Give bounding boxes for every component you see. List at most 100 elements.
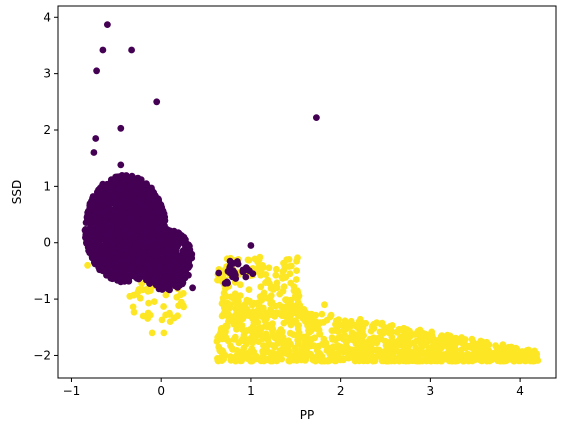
data-point-class-0	[151, 192, 159, 200]
data-point-class-1	[257, 283, 265, 291]
data-point-class-1	[515, 356, 523, 364]
data-point-class-1	[245, 286, 253, 293]
data-point-class-0	[160, 216, 168, 224]
data-point-class-1	[129, 303, 137, 311]
data-point-class-0	[92, 200, 99, 208]
data-point-class-1	[265, 264, 273, 272]
data-point-class-0	[171, 254, 179, 261]
data-point-class-1	[267, 306, 274, 313]
data-point-class-1	[285, 337, 292, 345]
data-point-class-1	[130, 308, 138, 316]
data-point-class-1	[269, 325, 277, 333]
data-point-class-0	[226, 257, 234, 265]
data-point-class-1	[305, 327, 312, 334]
data-point-class-1	[469, 338, 477, 345]
y-tick-label: 0	[43, 236, 51, 250]
data-point-class-0	[247, 242, 255, 249]
data-point-class-1	[264, 323, 272, 331]
data-point-class-0	[167, 235, 175, 243]
data-point-class-1	[84, 261, 91, 269]
data-point-class-1	[150, 298, 158, 305]
data-point-class-0	[172, 263, 180, 270]
data-point-class-0	[125, 277, 133, 285]
data-point-class-0	[178, 259, 186, 266]
data-point-class-1	[333, 342, 341, 349]
data-point-class-0	[139, 252, 147, 259]
data-point-class-1	[280, 283, 288, 290]
data-point-class-1	[283, 256, 291, 263]
data-point-class-1	[292, 308, 299, 316]
data-point-class-1	[397, 326, 404, 333]
data-point-class-1	[280, 266, 288, 274]
data-point-class-0	[164, 273, 172, 281]
data-point-class-1	[292, 276, 300, 283]
data-point-class-1	[318, 310, 326, 318]
data-point-class-1	[283, 312, 291, 319]
data-point-class-1	[273, 279, 281, 287]
data-point-class-1	[373, 339, 381, 347]
data-point-class-1	[231, 333, 239, 341]
data-point-class-1	[234, 297, 242, 305]
data-point-class-0	[92, 135, 100, 142]
data-point-class-0	[106, 194, 114, 202]
data-point-class-0	[158, 252, 166, 260]
data-point-class-1	[294, 334, 302, 341]
data-point-class-1	[236, 281, 244, 289]
data-point-class-1	[387, 329, 394, 337]
data-point-class-1	[126, 292, 134, 300]
data-point-class-1	[325, 356, 333, 363]
data-point-class-0	[162, 279, 170, 286]
data-point-class-0	[165, 258, 172, 266]
data-point-class-0	[116, 250, 124, 257]
data-point-class-1	[147, 287, 154, 294]
data-point-class-0	[123, 251, 131, 259]
data-point-class-0	[181, 250, 189, 258]
data-point-class-1	[148, 329, 156, 337]
data-point-class-0	[104, 21, 111, 28]
x-tick-label: 0	[157, 384, 165, 398]
data-point-class-1	[248, 355, 256, 363]
data-point-class-1	[422, 341, 430, 349]
data-point-class-1	[145, 299, 153, 307]
data-point-class-1	[435, 347, 443, 355]
plot-frame	[57, 5, 557, 379]
data-point-class-1	[362, 319, 370, 327]
data-point-class-1	[288, 262, 295, 270]
data-point-class-1	[245, 310, 253, 318]
y-axis-label: SSD	[10, 180, 24, 204]
data-points	[81, 21, 542, 365]
data-point-class-1	[326, 350, 334, 358]
y-tick-label: −1	[33, 292, 51, 306]
data-point-class-0	[126, 236, 134, 244]
data-point-class-1	[249, 323, 257, 330]
data-point-class-1	[457, 346, 465, 354]
data-point-class-0	[313, 114, 320, 121]
data-point-class-0	[229, 273, 236, 281]
data-point-class-1	[376, 334, 384, 342]
data-point-class-1	[336, 348, 344, 355]
data-point-class-0	[117, 161, 125, 169]
data-point-class-1	[417, 339, 425, 347]
x-tick-label: 3	[427, 384, 435, 398]
data-point-class-1	[251, 255, 259, 263]
data-point-class-1	[294, 299, 302, 307]
x-tick-label: −1	[63, 384, 81, 398]
data-point-class-0	[91, 206, 98, 214]
data-point-class-0	[135, 223, 142, 231]
data-point-class-1	[447, 347, 455, 354]
data-point-class-1	[218, 300, 226, 307]
data-point-class-1	[272, 271, 280, 279]
data-point-class-1	[529, 350, 537, 357]
y-axis-ticks: −2 −1 0 1 2 3 4	[33, 10, 58, 362]
data-point-class-1	[276, 349, 284, 357]
data-point-class-0	[90, 149, 98, 156]
data-point-class-1	[292, 318, 300, 326]
data-point-class-1	[478, 350, 486, 358]
data-point-class-1	[235, 339, 243, 347]
data-point-class-0	[128, 46, 136, 54]
data-point-class-1	[424, 350, 432, 358]
data-point-class-0	[123, 261, 131, 269]
data-point-class-0	[119, 239, 127, 247]
data-point-class-0	[146, 192, 154, 200]
data-point-class-1	[362, 349, 369, 357]
